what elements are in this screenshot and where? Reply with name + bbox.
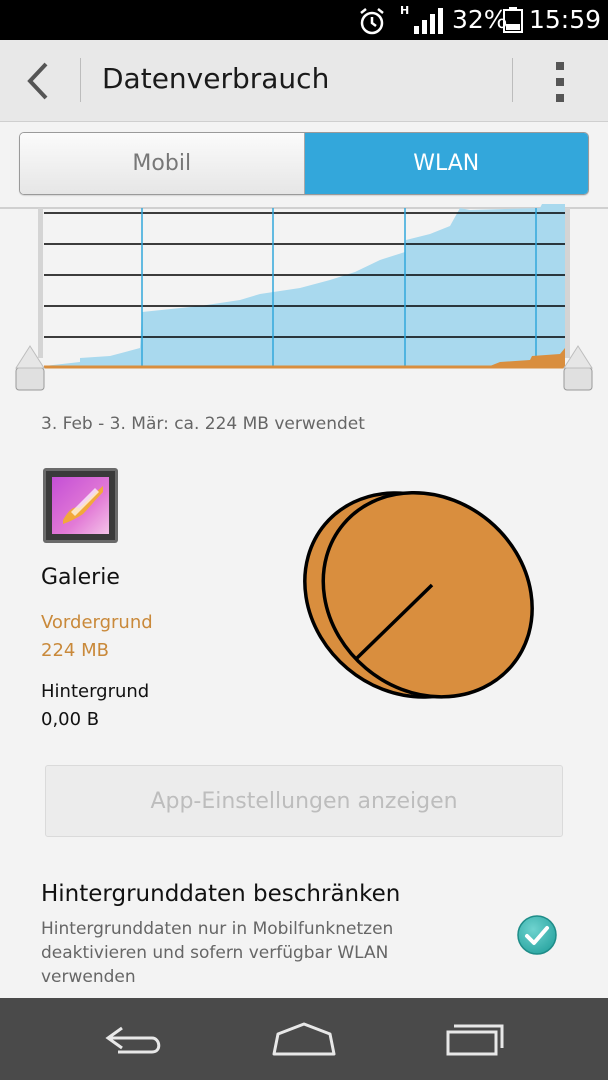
- range-handle-right[interactable]: [563, 345, 593, 391]
- divider: [80, 58, 81, 102]
- battery-percent: 32%: [452, 5, 508, 34]
- pie-slice-foreground: [321, 491, 534, 699]
- battery-icon: [503, 7, 523, 33]
- back-arrow-icon: [27, 62, 48, 100]
- chart-week-lines: [141, 208, 537, 368]
- nav-home-icon[interactable]: [268, 1018, 340, 1062]
- page-title: Datenverbrauch: [102, 62, 330, 95]
- background-label: Hintergrund: [41, 681, 150, 702]
- tab-mobil[interactable]: Mobil: [20, 133, 305, 194]
- range-bar-left: [38, 208, 43, 358]
- action-bar: Datenverbrauch: [0, 40, 608, 122]
- range-bar-right: [565, 208, 570, 358]
- app-settings-button[interactable]: App-Einstellungen anzeigen: [45, 765, 563, 837]
- tab-wlan[interactable]: WLAN: [304, 133, 588, 194]
- foreground-label: Vordergrund: [41, 612, 153, 633]
- restrict-background-checkbox[interactable]: [516, 914, 558, 956]
- usage-area: [44, 204, 565, 368]
- usage-pie-chart: [303, 491, 534, 699]
- network-type: H: [400, 4, 410, 17]
- restrict-background-description: Hintergrunddaten nur in Mobilfunknetzen …: [41, 919, 394, 987]
- app-name: Galerie: [41, 565, 120, 590]
- nav-recent-apps-icon[interactable]: [440, 1016, 510, 1060]
- chart-grid: [44, 212, 565, 338]
- back-button[interactable]: [12, 50, 66, 112]
- restrict-background-title: Hintergrunddaten beschränken: [41, 881, 401, 907]
- foreground-value: 224 MB: [41, 640, 109, 661]
- data-cycle-summary: 3. Feb - 3. Mär: ca. 224 MB verwendet: [41, 414, 365, 434]
- divider: [0, 207, 608, 209]
- nav-back-icon[interactable]: [100, 1018, 170, 1062]
- navigation-bar: [0, 998, 608, 1080]
- status-bar: H 32% 15:59: [0, 0, 608, 40]
- gallery-icon: [43, 468, 118, 543]
- overflow-menu-button[interactable]: [538, 54, 582, 110]
- network-tabs: Mobil WLAN: [19, 132, 589, 195]
- alarm-icon: [360, 8, 384, 35]
- clock: 15:59: [529, 5, 602, 34]
- usage-chart: [15, 204, 593, 391]
- signal-icon: [414, 8, 443, 34]
- check-icon: [525, 926, 549, 945]
- divider: [512, 58, 513, 102]
- range-handle-left[interactable]: [15, 345, 45, 391]
- background-value: 0,00 B: [41, 709, 100, 730]
